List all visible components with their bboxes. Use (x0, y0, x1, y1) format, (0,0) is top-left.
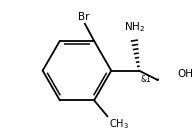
Text: NH$_2$: NH$_2$ (124, 20, 145, 34)
Text: &1: &1 (141, 75, 152, 84)
Text: CH$_3$: CH$_3$ (109, 117, 129, 131)
Text: OH: OH (177, 69, 193, 79)
Text: Br: Br (78, 13, 90, 22)
